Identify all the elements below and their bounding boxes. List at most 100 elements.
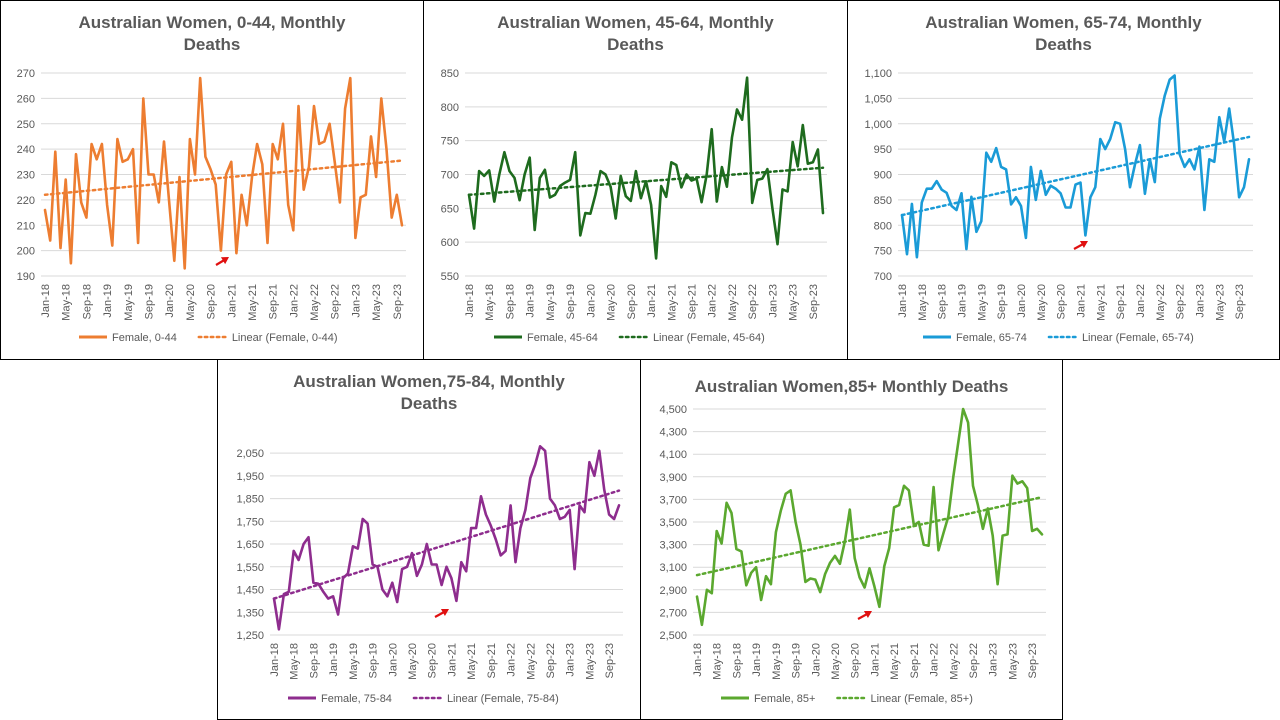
chart-svg: Australian Women, 65-74, Monthly Deaths 70… [864, 13, 1253, 344]
x-tick-label: Sep-22 [545, 643, 557, 678]
x-tick-label: Jan-20 [585, 284, 597, 318]
y-tick-label: 900 [874, 170, 892, 182]
series-line [467, 76, 825, 260]
x-tick-label: Jan-19 [102, 284, 114, 318]
y-tick-label: 3,900 [659, 472, 687, 484]
chart-svg: Australian Women,75-84, Monthly Deaths 1,2… [236, 372, 623, 705]
chart-title: Australian Women,75-84, Monthly [293, 372, 565, 391]
x-tick-label: May-20 [606, 284, 618, 321]
series-line [900, 74, 1251, 259]
x-tick-label: Jan-20 [387, 643, 399, 677]
series-line [695, 407, 1044, 627]
chart-panel-0-44: Australian Women, 0-44, Monthly Deaths 190… [0, 0, 424, 360]
x-tick-label: May-19 [123, 284, 135, 321]
x-tick-label: Sep-18 [504, 284, 516, 319]
x-tick-label: May-20 [1036, 284, 1048, 321]
x-tick-label: Sep-18 [81, 284, 93, 319]
x-tick-label: Sep-19 [565, 284, 577, 319]
x-tick-label: May-19 [976, 284, 988, 321]
chart-panel-85-plus: Australian Women,85+ Monthly Deaths 2,500… [640, 359, 1063, 720]
x-tick-label: Jan-19 [525, 284, 537, 318]
y-tick-label: 250 [17, 119, 35, 131]
x-tick-label: May-18 [61, 284, 73, 321]
x-tick-label: Sep-23 [808, 284, 820, 319]
x-tick-label: Jan-18 [464, 284, 476, 318]
x-tick-label: May-20 [185, 284, 197, 321]
x-tick-label: May-20 [407, 643, 419, 680]
x-tick-label: May-23 [788, 284, 800, 321]
x-tick-label: Sep-23 [604, 643, 616, 678]
y-tick-label: 260 [17, 93, 35, 105]
x-tick-label: May-18 [712, 643, 724, 680]
x-tick-label: May-21 [889, 643, 901, 680]
x-tick-label: May-18 [917, 284, 929, 321]
x-tick-label: Sep-19 [996, 284, 1008, 319]
chart-title: Australian Women, 65-74, Monthly [925, 13, 1202, 32]
x-tick-label: Sep-23 [1027, 643, 1039, 678]
y-tick-label: 3,500 [659, 517, 687, 529]
x-tick-label: May-23 [371, 284, 383, 321]
chart-svg: Australian Women, 45-64, Monthly Deaths 55… [441, 13, 827, 344]
y-tick-label: 240 [17, 144, 35, 156]
legend-label-trend: Linear (Female, 45-64) [653, 332, 765, 344]
x-tick-label: Jan-21 [1075, 284, 1087, 318]
series-line [43, 76, 404, 270]
x-tick-label: Jan-22 [288, 284, 300, 318]
legend-label-series: Female, 85+ [754, 693, 815, 705]
x-tick-label: Sep-19 [143, 284, 155, 319]
x-tick-label: Jan-20 [164, 284, 176, 318]
x-tick-label: Jan-22 [506, 643, 518, 677]
x-tick-label: May-20 [830, 643, 842, 680]
y-tick-label: 3,700 [659, 494, 687, 506]
x-tick-label: Jan-21 [869, 643, 881, 677]
y-tick-label: 3,100 [659, 562, 687, 574]
y-tick-label: 1,450 [236, 585, 264, 597]
y-tick-label: 1,250 [236, 630, 264, 642]
x-tick-label: May-21 [466, 643, 478, 680]
chart-title: Deaths [401, 394, 458, 413]
y-tick-label: 4,100 [659, 449, 687, 461]
x-tick-label: Sep-21 [268, 284, 280, 319]
red-arrow-head-icon [1079, 241, 1088, 248]
chart-title: Deaths [1035, 35, 1092, 54]
y-tick-label: 190 [17, 271, 35, 283]
chart-title: Australian Women,85+ Monthly Deaths [695, 377, 1009, 396]
y-tick-label: 3,300 [659, 540, 687, 552]
x-tick-label: Jan-18 [269, 643, 281, 677]
y-tick-label: 850 [441, 68, 459, 80]
chart-title: Australian Women, 0-44, Monthly [78, 13, 346, 32]
y-tick-label: 270 [17, 68, 35, 80]
x-tick-label: May-22 [525, 643, 537, 680]
x-tick-label: May-18 [484, 284, 496, 321]
x-tick-label: Sep-18 [937, 284, 949, 319]
chart-title: Deaths [184, 35, 241, 54]
chart-title: Deaths [607, 35, 664, 54]
legend-label-series: Female, 45-64 [527, 332, 598, 344]
x-tick-label: Sep-18 [308, 643, 320, 678]
y-tick-label: 200 [17, 246, 35, 258]
x-tick-label: Sep-18 [731, 643, 743, 678]
x-tick-label: Jan-18 [692, 643, 704, 677]
x-tick-label: Sep-19 [791, 643, 803, 678]
x-tick-label: May-21 [666, 284, 678, 321]
red-arrow-head-icon [220, 257, 229, 265]
legend-label-series: Female, 0-44 [112, 332, 177, 344]
x-tick-label: Jan-22 [929, 643, 941, 677]
y-tick-label: 2,900 [659, 585, 687, 597]
x-tick-label: Sep-22 [747, 284, 759, 319]
y-tick-label: 1,850 [236, 494, 264, 506]
y-tick-label: 230 [17, 170, 35, 182]
x-tick-label: Jan-23 [350, 284, 362, 318]
legend-label-trend: Linear (Female, 75-84) [447, 693, 559, 705]
x-tick-label: Jan-23 [565, 643, 577, 677]
y-tick-label: 1,650 [236, 539, 264, 551]
x-tick-label: Sep-22 [330, 284, 342, 319]
y-tick-label: 210 [17, 220, 35, 232]
y-tick-label: 1,550 [236, 562, 264, 574]
y-tick-label: 1,000 [864, 119, 892, 131]
x-tick-label: Jan-19 [751, 643, 763, 677]
x-tick-label: Sep-21 [1115, 284, 1127, 319]
x-tick-label: Jan-22 [707, 284, 719, 318]
chart-panel-65-74: Australian Women, 65-74, Monthly Deaths 70… [847, 0, 1280, 360]
y-tick-label: 700 [441, 170, 459, 182]
